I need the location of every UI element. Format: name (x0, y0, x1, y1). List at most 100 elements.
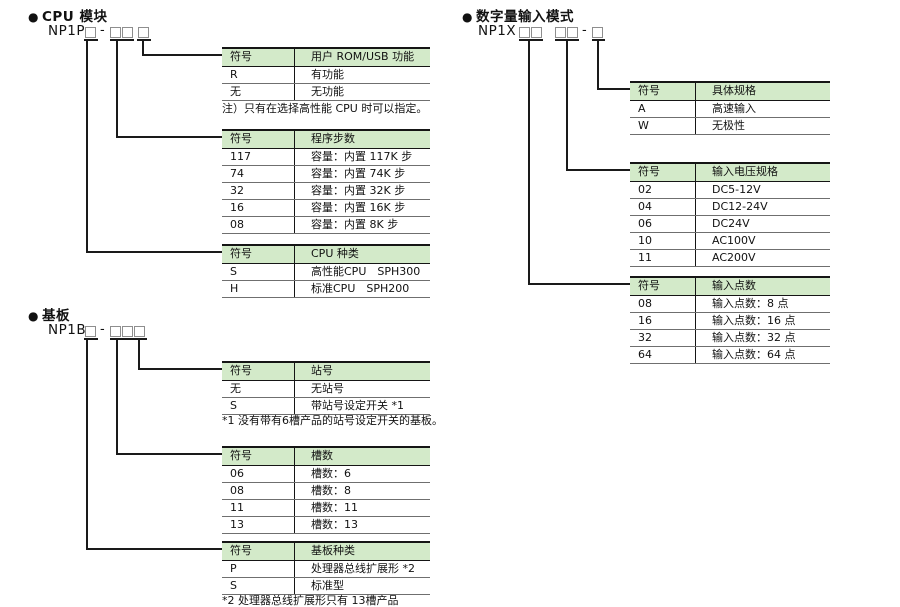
table-row: A 高速输入 (630, 101, 830, 118)
model-hyphen: - (100, 322, 105, 337)
table-header-row: 符号 站号 (222, 363, 430, 381)
header-cell-symbol: 符号 (222, 543, 295, 560)
model-prefix-input: NP1X (478, 23, 517, 39)
cpu-type-table: 符号 CPU 种类 S 高性能CPU SPH300 H 标准CPU SPH200 (222, 244, 430, 298)
cell-symbol: 74 (222, 166, 295, 182)
cell-symbol: 08 (630, 296, 696, 312)
leader-tick (84, 338, 98, 340)
table-row: 无 无站号 (222, 381, 430, 398)
cpu-rom-usb-table: 符号 用户 ROM/USB 功能 R 有功能无 无功能 (222, 47, 430, 101)
model-digit-box (519, 27, 530, 38)
cell-description: 容量：内置 32K 步 (311, 184, 406, 197)
header-cell-description: 用户 ROM/USB 功能 (311, 50, 415, 63)
table-row: S 高性能CPU SPH300 (222, 264, 430, 281)
cell-description: 槽数：13 (311, 518, 358, 531)
cell-symbol: H (222, 281, 295, 297)
model-digit-box (85, 326, 96, 337)
header-cell-description: 槽数 (311, 449, 333, 462)
header-cell-description: 输入点数 (712, 279, 756, 292)
cell-description: 处理器总线扩展形 *2 (311, 562, 415, 575)
leader-tick (137, 39, 151, 41)
header-cell-symbol: 符号 (222, 448, 295, 465)
model-prefix-cpu: NP1P (48, 23, 85, 39)
leader-line-horizontal (566, 169, 630, 171)
cpu-rom-usb-note: 注）只有在选择高性能 CPU 时可以指定。 (222, 102, 428, 115)
cell-description: 高速输入 (712, 102, 756, 115)
table-row: 10 AC100V (630, 233, 830, 250)
cell-symbol: 11 (630, 250, 696, 266)
cell-symbol: 02 (630, 182, 696, 198)
leader-line-horizontal (528, 283, 630, 285)
table-row: 16 容量：内置 16K 步 (222, 200, 430, 217)
cell-symbol: 无 (222, 381, 295, 397)
table-row: 08 输入点数：8 点 (630, 296, 830, 313)
table-row: 11 AC200V (630, 250, 830, 267)
leader-bracket (519, 39, 543, 41)
cell-description: 槽数：8 (311, 484, 351, 497)
leader-line-horizontal (116, 136, 222, 138)
base-slots-table: 符号 槽数 06 槽数：6 08 槽数：8 11 槽数：11 13 槽数：13 (222, 446, 430, 534)
header-cell-symbol: 符号 (222, 131, 295, 148)
cell-symbol: 117 (222, 149, 295, 165)
leader-bracket (110, 338, 134, 340)
model-prefix-base: NP1B (48, 322, 87, 338)
header-cell-description: 具体规格 (712, 84, 756, 97)
model-hyphen: - (100, 23, 105, 38)
cell-symbol: 11 (222, 500, 295, 516)
cell-symbol: 32 (630, 330, 696, 346)
cell-symbol: R (222, 67, 295, 83)
table-header-row: 符号 程序步数 (222, 131, 430, 149)
header-cell-description: CPU 种类 (311, 247, 359, 260)
leader-line-vertical (86, 338, 88, 550)
cell-symbol: S (222, 264, 295, 280)
input-voltage-table: 符号 输入电压规格 02 DC5-12V 04 DC12-24V 06 DC24V 10 AC10… (630, 162, 830, 267)
leader-line-vertical (566, 39, 568, 171)
model-digit-box (138, 27, 149, 38)
table-header-row: 符号 CPU 种类 (222, 246, 430, 264)
header-cell-symbol: 符号 (222, 246, 295, 263)
table-header-row: 符号 具体规格 (630, 83, 830, 101)
table-row: 74 容量：内置 74K 步 (222, 166, 430, 183)
model-digit-box (592, 27, 603, 38)
table-row: 16 输入点数：16 点 (630, 313, 830, 330)
table-row: 08 槽数：8 (222, 483, 430, 500)
leader-line-horizontal (116, 453, 222, 455)
cell-symbol: S (222, 578, 295, 594)
table-header-row: 符号 基板种类 (222, 543, 430, 561)
cell-description: AC200V (712, 251, 756, 264)
table-row: S 标准型 (222, 578, 430, 595)
table-row: 02 DC5-12V (630, 182, 830, 199)
cell-description: AC100V (712, 234, 756, 247)
input-points-table: 符号 输入点数 08 输入点数：8 点 16 输入点数：16 点 32 输入点数：32 点 64… (630, 276, 830, 364)
leader-line-horizontal (86, 251, 222, 253)
leader-line-vertical (138, 338, 140, 370)
leader-line-vertical (86, 39, 88, 253)
header-cell-symbol: 符号 (222, 363, 295, 380)
cell-description: 标准型 (311, 579, 344, 592)
bullet-icon: ● (28, 10, 39, 24)
leader-line-horizontal (597, 88, 630, 90)
cell-symbol: 32 (222, 183, 295, 199)
cell-symbol: S (222, 398, 295, 414)
table-row: R 有功能 (222, 67, 430, 84)
table-row: 04 DC12-24V (630, 199, 830, 216)
cell-symbol: 16 (630, 313, 696, 329)
section-title-input: ● 数字量输入模式 (462, 5, 574, 25)
header-cell-symbol: 符号 (630, 83, 696, 100)
header-cell-symbol: 符号 (630, 164, 696, 181)
cell-description: 输入点数：16 点 (712, 314, 796, 327)
base-station-table: 符号 站号无 无站号 S 带站号设定开关 *1 (222, 361, 430, 415)
cell-description: 无站号 (311, 382, 344, 395)
leader-line-horizontal (86, 548, 222, 550)
leader-line-horizontal (138, 368, 222, 370)
model-digit-box (555, 27, 566, 38)
model-digit-box (567, 27, 578, 38)
model-hyphen: - (582, 23, 587, 38)
section-title-text: 数字量输入模式 (475, 9, 574, 25)
leader-line-horizontal (142, 54, 222, 56)
cell-description: DC5-12V (712, 183, 761, 196)
section-title-cpu: ● CPU 模块 (28, 5, 107, 25)
header-cell-symbol: 符号 (630, 278, 696, 295)
cell-symbol: A (630, 101, 696, 117)
table-header-row: 符号 输入电压规格 (630, 164, 830, 182)
